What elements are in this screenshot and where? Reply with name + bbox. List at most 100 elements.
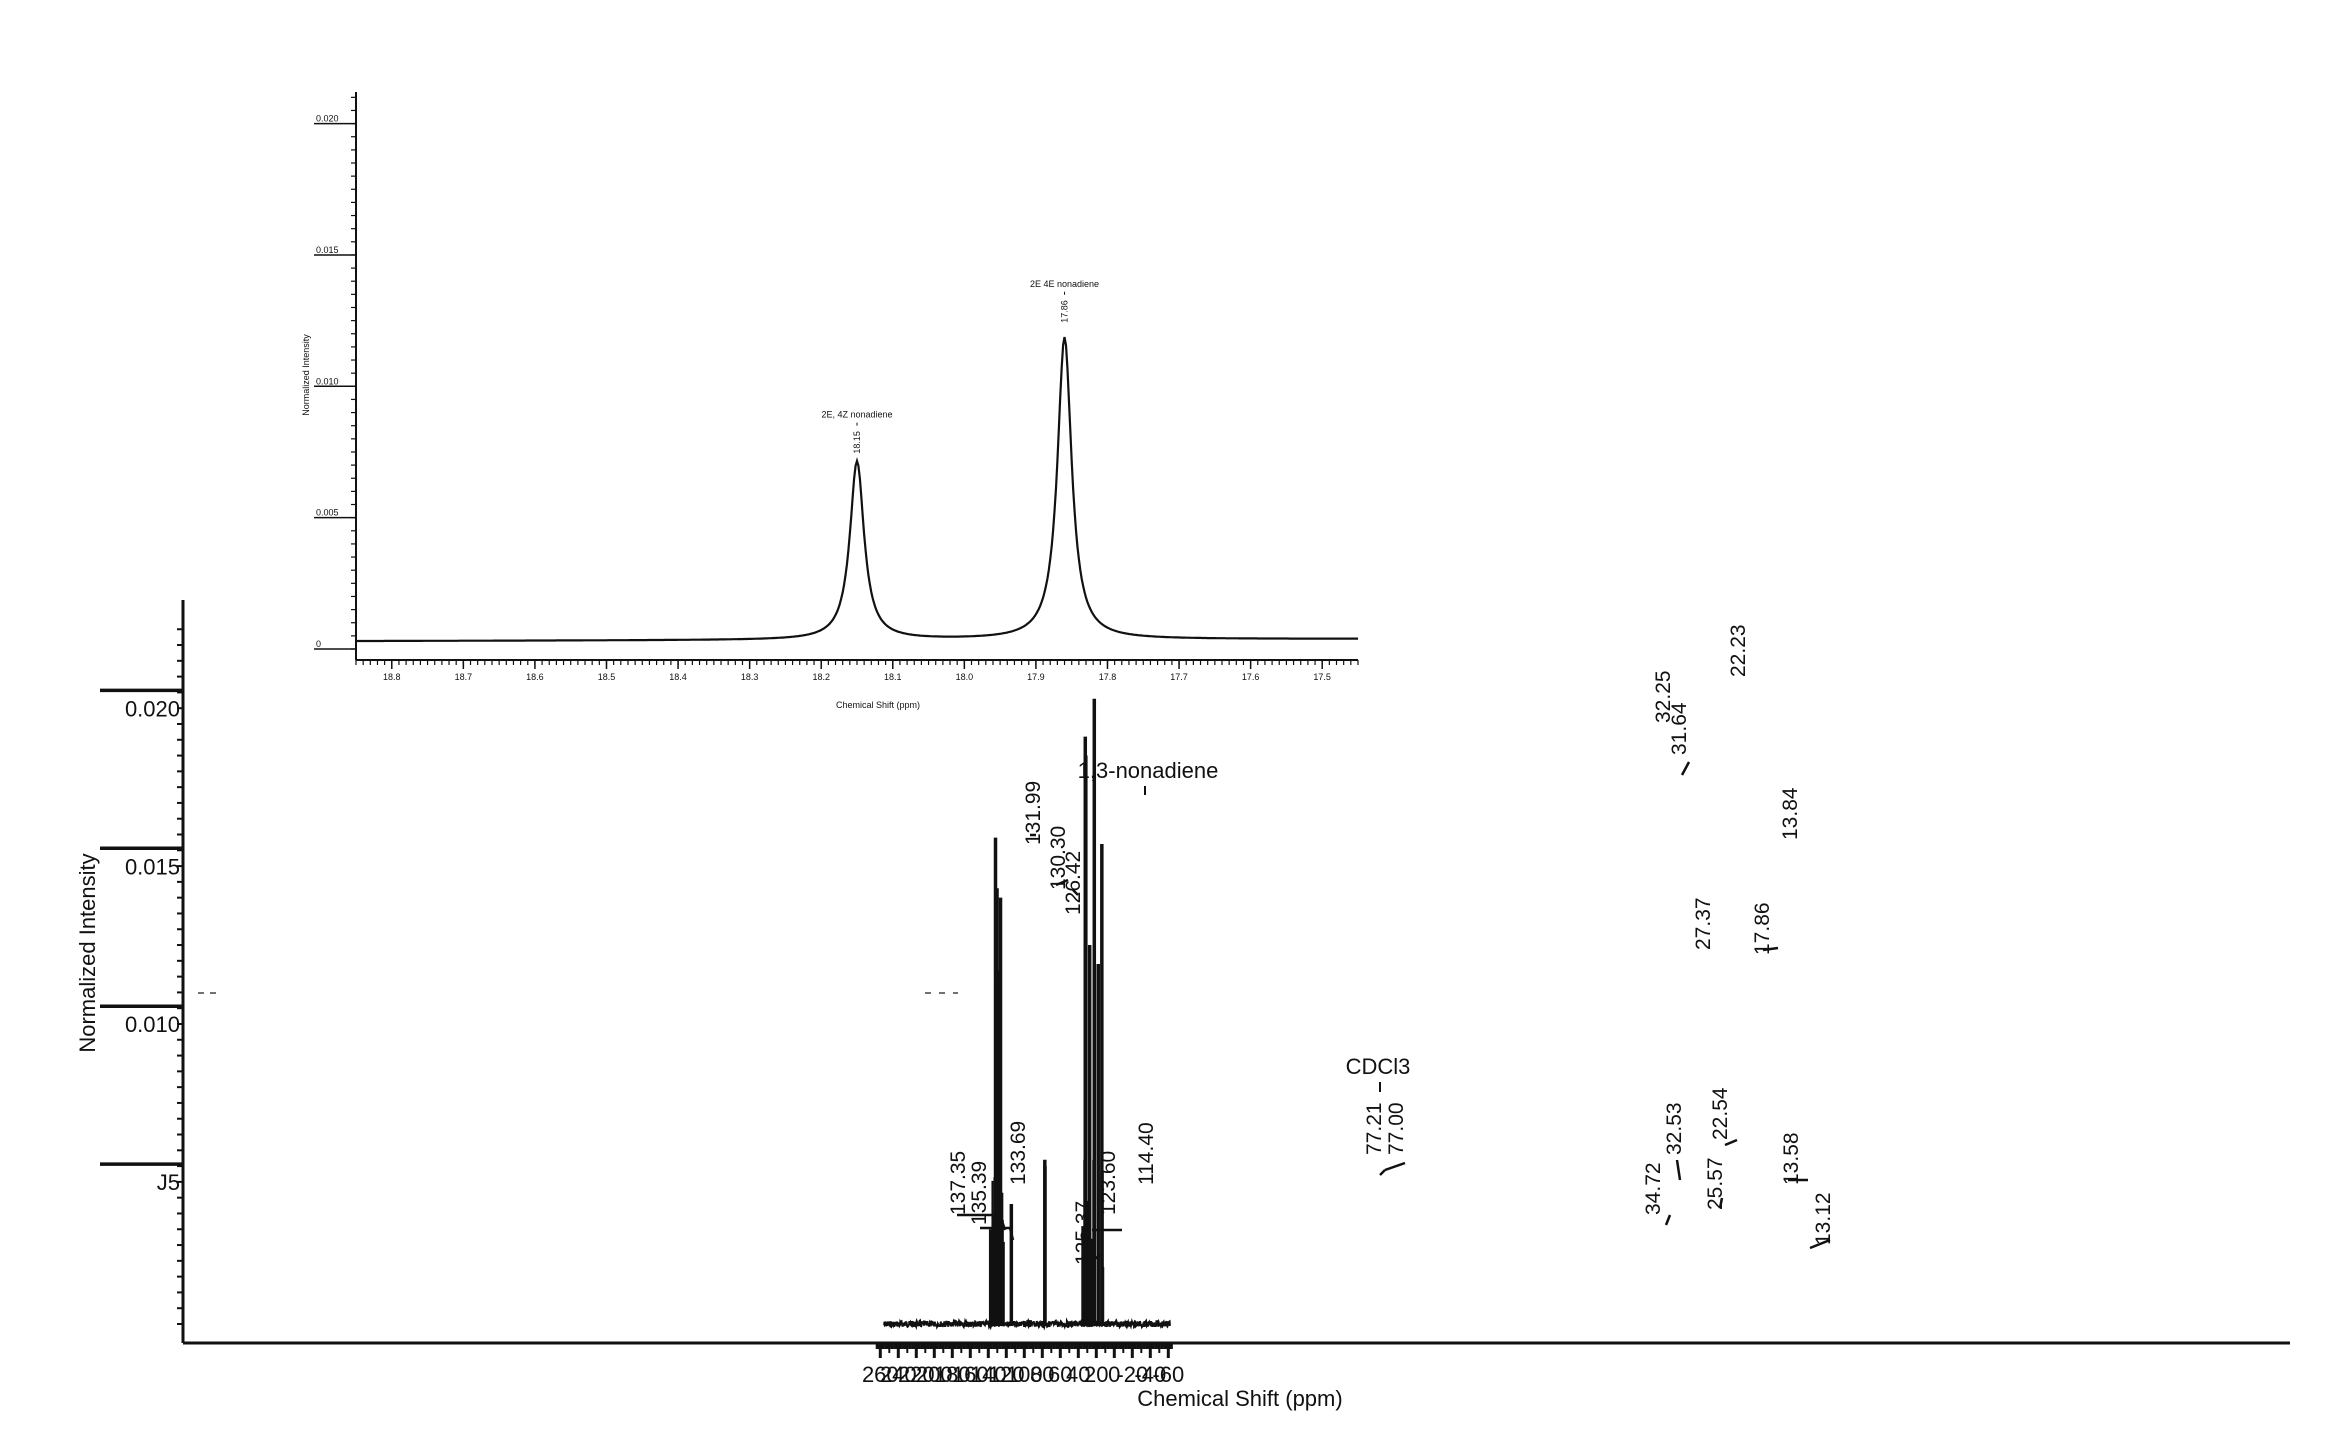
inset-x-ticks: 18.8 18.7 18.6 18.5 18.4 18.3 18.2 18.1 18.0 17.9… [383,660,1331,682]
main-baseline-noise [883,1317,1171,1331]
y-tick-label: 0.015 [125,854,180,879]
main-y-ticks: 0.020 0.015 0.010 J5 [100,688,183,1195]
inset-peak-label: 2E 4E nonadiene 17.86 [1030,279,1099,323]
svg-text:34.72: 34.72 [1642,1162,1665,1215]
peak-label: 77.00 [1385,1102,1408,1155]
inset-x-tick-label: 18.0 [956,672,974,682]
inset-x-tick-label: 18.4 [669,672,687,682]
x-tick-label: -60 [1152,1362,1184,1387]
peak-leader-line [1718,1197,1724,1209]
x-tick-label: 160 [952,1362,989,1387]
main-annotations: 1,3-nonadiene CDCl3 [198,758,1410,1092]
svg-text:125.37: 125.37 [1072,1201,1095,1265]
peak-leader-line [1675,1159,1682,1181]
peak-leader-line [1384,1161,1406,1172]
inset-y-axis-label: Normalized Intensity [301,334,311,416]
peak-label: 32.25 [1652,670,1675,723]
svg-text:22.54: 22.54 [1709,1087,1732,1140]
peak-label: 13.84 [1779,787,1802,840]
svg-text:114.40: 114.40 [1135,1122,1158,1185]
peak-label: 34.72 [1642,1162,1665,1215]
peak-leader-line [1379,1169,1386,1176]
svg-text:131.99: 131.99 [1022,781,1045,845]
svg-text:32.53: 32.53 [1663,1102,1686,1155]
svg-text:25.57: 25.57 [1704,1157,1727,1210]
peak-label: 27.37 [1692,897,1715,950]
y-tick-label: 0.010 [125,1012,180,1037]
x-tick-label: 80 [1030,1362,1054,1387]
inset-spectrum-chart: 18.8 18.7 18.6 18.5 18.4 18.3 18.2 18.1 18.0 17.9… [301,92,1359,710]
peak-label: 114.40 [1135,1122,1158,1185]
peak-leader-line [1724,1138,1738,1147]
inset-peak-value: 18.15 [852,431,862,454]
inset-peak-value: 17.86 [1060,300,1070,323]
peak-label: 125.37 [1072,1201,1095,1265]
inset-x-tick-label: 18.1 [884,672,902,682]
x-tick-label: 260 [862,1362,899,1387]
annotation-nonadiene: 1,3-nonadiene [1078,758,1219,783]
inset-compound-name: 2E, 4Z nonadiene [821,410,892,420]
peak-label: 22.23 [1727,624,1750,677]
peak-label: 131.99 [1022,781,1045,845]
x-tick-label: 180 [934,1362,971,1387]
peak-leader-line [1664,1214,1672,1226]
inset-x-tick-label: 17.7 [1170,672,1188,682]
x-tick-label: 140 [970,1362,1007,1387]
peak-label: 123.60 [1097,1151,1120,1215]
svg-text:130.30: 130.30 [1047,826,1070,890]
svg-text:123.60: 123.60 [1097,1151,1120,1215]
peak-leader-line [1680,761,1691,776]
svg-text:126.42: 126.42 [1062,851,1085,915]
svg-text:133.69: 133.69 [1007,1121,1030,1185]
peak-label: 77.21 [1363,1102,1386,1155]
peak-leader-line [1008,1227,1015,1241]
peak-leader-line [1055,878,1069,887]
main-peak-lines [988,698,1105,1326]
inset-x-tick-label: 17.5 [1313,672,1331,682]
main-minor-ticks [177,628,1173,1353]
peak-label: 13.12 [1812,1192,1835,1245]
svg-text:17.86: 17.86 [1751,902,1774,955]
inset-x-axis-label: Chemical Shift (ppm) [836,700,920,710]
inset-y-tick-label: 0.015 [316,245,339,255]
peak-leader-line [1092,1253,1101,1262]
peak-label: 25.57 [1704,1157,1727,1210]
inset-x-tick-label: 18.7 [455,672,473,682]
annotation-cdcl3: CDCl3 [1346,1054,1411,1079]
x-tick-label: 240 [880,1362,917,1387]
inset-y-tick-label: 0.010 [316,376,339,386]
svg-text:13.12: 13.12 [1812,1192,1835,1245]
svg-text:77.21: 77.21 [1363,1102,1386,1155]
y-tick-label: J5 [157,1170,180,1195]
peak-label: 17.86 [1751,902,1774,955]
svg-text:13.84: 13.84 [1779,787,1802,840]
inset-y-tick-label: 0 [316,639,321,649]
main-y-axis-label: Normalized Intensity [75,853,100,1052]
svg-text:77.00: 77.00 [1385,1102,1408,1155]
peak-label: 31.64 [1668,702,1691,755]
inset-x-tick-label: 17.8 [1099,672,1117,682]
inset-x-tick-label: 18.2 [812,672,830,682]
x-tick-label: 0 [1108,1362,1120,1387]
inset-x-tick-label: 18.6 [526,672,544,682]
inset-compound-name: 2E 4E nonadiene [1030,279,1099,289]
x-tick-label: 40 [1066,1362,1090,1387]
x-tick-label: -40 [1134,1362,1166,1387]
x-tick-label: 200 [916,1362,953,1387]
inset-peak-label: 2E, 4Z nonadiene 18.15 [821,410,892,454]
inset-y-tick-label: 0.005 [316,508,339,518]
inset-minor-ticks [351,96,1359,665]
x-tick-label: 100 [1006,1362,1043,1387]
svg-text:13.58: 13.58 [1780,1132,1803,1185]
peak-label: 13.58 [1780,1132,1803,1185]
inset-x-tick-label: 17.6 [1242,672,1260,682]
inset-x-tick-label: 18.8 [383,672,401,682]
peak-label: 32.53 [1663,1102,1686,1155]
peak-label: 133.69 [1007,1121,1030,1185]
peak-label: 130.30 [1047,826,1070,890]
x-tick-label: -20 [1116,1362,1148,1387]
